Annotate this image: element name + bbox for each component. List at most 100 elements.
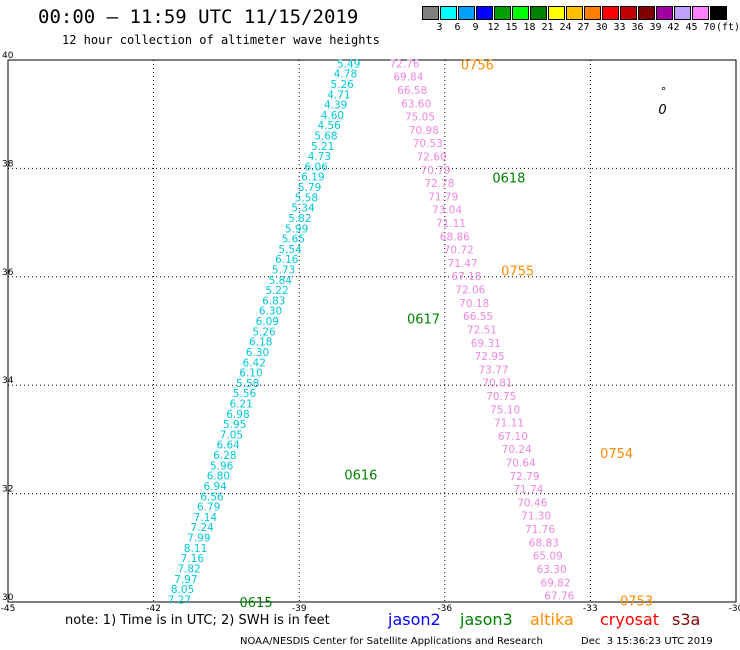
swh-value-label: 66.55 [463,311,493,323]
swh-value-label: 6.42 [243,357,266,369]
y-tick-label: 32 [2,485,13,495]
color-scale-label: 36 [631,22,644,33]
swh-value-label: 5.82 [288,213,311,225]
swh-value-label: 70.64 [506,458,536,470]
color-scale-unit: (ft) [716,22,740,33]
map-annotation: 0 [658,103,666,118]
swh-value-label: 68.86 [440,231,470,243]
credit-text: NOAA/NESDIS Center for Satellite Applica… [240,636,543,647]
y-tick-label: 38 [2,159,14,169]
color-scale-label: 24 [559,22,572,33]
swh-value-label: 63.60 [401,98,431,110]
swh-value-label: 71.11 [436,218,466,230]
swh-value-label: 5.95 [223,419,246,431]
swh-value-label: 70.98 [409,125,439,137]
color-scale-swatch [530,6,547,20]
swh-value-label: 6.19 [301,172,324,184]
color-scale-swatch [674,6,691,20]
swh-value-label: 4.73 [308,151,331,163]
swh-value-label: 4.71 [327,89,350,101]
color-scale-swatch [566,6,583,20]
color-scale-label: 12 [487,22,500,33]
legend-item-cryosat: cryosat [600,610,660,629]
swh-value-label: 7.16 [181,553,205,565]
swh-value-label: 71.76 [525,524,555,536]
swh-value-label: 72.06 [455,285,485,297]
color-scale-swatch [476,6,493,20]
swh-value-label: 4.78 [334,69,357,81]
swh-value-label: 66.58 [397,85,427,97]
y-tick-label: 36 [2,268,14,278]
swh-value-label: 7.24 [190,522,214,534]
swh-value-label: 6.98 [226,409,249,421]
swh-value-label: 6.21 [230,399,253,411]
swh-value-label: 71.79 [428,191,458,203]
color-scale-label: 3 [436,22,443,33]
color-scale-label: 21 [541,22,554,33]
pass-time-label: 0617 [407,313,440,328]
swh-value-label: 70.24 [502,444,532,456]
swh-value-label: 6.80 [207,471,230,483]
legend-item-s3a: s3a [672,610,701,629]
swh-value-label: 6.28 [213,450,236,462]
swh-value-label: 5.34 [291,203,315,215]
swh-value-label: 75.05 [405,112,435,124]
swh-value-label: 5.56 [233,388,257,400]
swh-value-label: 5.58 [295,192,318,204]
swh-value-label: 6.06 [304,161,328,173]
pass-time-label: 0753 [620,594,653,609]
swh-value-label: 6.64 [216,440,240,452]
color-scale-label: 42 [667,22,680,33]
swh-value-label: 72.60 [417,151,447,163]
swh-value-label: 7.97 [174,574,197,586]
swh-value-label: 8.05 [171,584,194,596]
swh-value-label: 70.18 [459,298,489,310]
swh-value-label: 8.11 [184,543,207,555]
page-subtitle: 12 hour collection of altimeter wave hei… [62,33,380,47]
color-scale-swatch [620,6,637,20]
color-scale-swatch [422,6,439,20]
swh-value-label: 5.22 [265,285,288,297]
swh-value-label: 67.76 [544,591,574,603]
swh-value-label: 5.68 [314,130,337,142]
timestamp-text: Dec 3 15:36:23 UTC 2019 [581,636,713,647]
swh-value-label: 5.21 [311,141,334,153]
legend-item-jason2: jason2 [388,610,441,629]
pass-time-label: 0615 [240,596,273,611]
swh-value-label: 6.18 [249,337,272,349]
pass-time-label: 0755 [501,264,534,279]
swh-value-label: 7.27 [168,594,191,606]
color-scale-swatch [440,6,457,20]
plot-frame [7,59,737,603]
map-annotation: ° [661,85,667,98]
swh-value-label: 67.18 [451,271,481,283]
color-scale-label: 18 [523,22,536,33]
color-scale-swatch [602,6,619,20]
swh-value-label: 7.05 [220,429,243,441]
swh-value-label: 63.30 [537,564,567,576]
swh-value-label: 67.10 [498,431,528,443]
swh-value-label: 5.84 [269,275,293,287]
swh-value-label: 71.11 [494,418,524,430]
swh-value-label: 6.10 [239,368,262,380]
swh-value-label: 70.81 [482,378,512,390]
x-tick-label: -33 [583,604,598,614]
color-scale-label: 45 [685,22,698,33]
swh-value-label: 6.83 [262,295,285,307]
swh-value-label: 6.94 [203,481,227,493]
color-scale-swatch [710,6,727,20]
units-note: note: 1) Time is in UTC; 2) SWH is in fe… [65,613,330,628]
color-scale-swatch [494,6,511,20]
swh-value-label: 4.39 [324,100,347,112]
color-scale-swatch [656,6,673,20]
swh-value-label: 7.14 [194,512,218,524]
color-scale-label: 15 [505,22,518,33]
swh-value-label: 6.30 [259,306,282,318]
swh-value-label: 71.74 [513,484,543,496]
color-scale-label: 27 [577,22,590,33]
page-title: 00:00 – 11:59 UTC 11/15/2019 [38,6,359,28]
swh-value-label: 6.16 [275,254,299,266]
swh-value-label: 4.60 [321,110,344,122]
swh-value-label: 7.82 [177,563,200,575]
